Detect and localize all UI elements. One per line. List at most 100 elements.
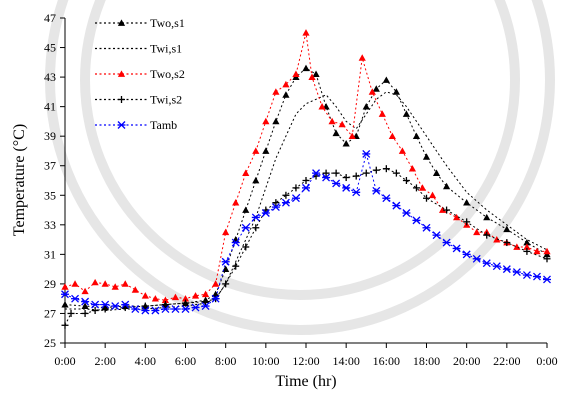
x-tick-label: 10:00	[252, 354, 279, 368]
data-point	[272, 88, 280, 95]
data-point	[111, 302, 120, 311]
data-point	[171, 293, 180, 301]
data-point	[221, 257, 230, 266]
data-point	[493, 235, 501, 243]
data-point	[261, 209, 270, 217]
data-point	[171, 305, 180, 313]
data-point	[281, 198, 290, 207]
data-point	[422, 153, 431, 160]
x-tick-label: 2:00	[94, 354, 115, 368]
data-point	[543, 255, 551, 263]
y-tick-label: 33	[44, 218, 56, 232]
data-point	[338, 120, 346, 128]
data-point	[362, 149, 371, 158]
data-point	[503, 239, 511, 247]
data-point	[302, 29, 310, 36]
data-point	[151, 306, 160, 315]
x-tick-label: 4:00	[135, 354, 156, 368]
data-point	[543, 247, 551, 255]
data-point	[503, 225, 511, 233]
data-point	[438, 206, 447, 213]
data-point	[432, 169, 441, 176]
data-point	[348, 132, 356, 140]
data-point	[378, 110, 386, 117]
data-point	[513, 243, 521, 250]
data-point	[271, 203, 280, 212]
x-ticks: 0:00 2:00 4:00 6:00 8:00 10:00 12:00 14:00 16:00…	[54, 343, 558, 368]
data-point	[222, 228, 230, 236]
data-point	[382, 165, 390, 173]
data-point	[302, 64, 310, 72]
y-tick-label: 29	[44, 277, 56, 291]
x-tick-label: 22:00	[493, 354, 520, 368]
data-point	[483, 231, 491, 239]
data-point	[332, 129, 340, 137]
data-point	[91, 300, 100, 309]
data-point	[402, 209, 411, 217]
data-point	[398, 147, 406, 154]
data-point	[121, 280, 129, 287]
data-point	[512, 268, 521, 277]
data-point	[402, 177, 410, 184]
data-point	[201, 302, 210, 311]
series-3	[61, 165, 551, 329]
legend-marker	[117, 121, 126, 129]
data-point	[412, 184, 420, 192]
data-point	[141, 292, 149, 299]
data-point	[131, 305, 140, 313]
data-point	[402, 110, 411, 117]
data-point	[422, 223, 431, 232]
data-point	[452, 244, 461, 253]
data-point	[201, 290, 210, 298]
data-point	[368, 88, 376, 95]
series-layer	[61, 29, 551, 329]
y-tick-label: 39	[44, 129, 56, 143]
data-point	[202, 298, 210, 306]
data-point	[362, 103, 370, 110]
data-point	[523, 238, 531, 246]
data-point	[161, 296, 170, 304]
plot-area: 25 27 29 31 33 35 37 39 41 43 45 47 0:00 2:00 4:00 6:0…	[44, 11, 558, 368]
data-point	[282, 191, 290, 199]
data-point	[81, 302, 89, 309]
series-line	[64, 168, 548, 326]
data-point	[312, 169, 321, 178]
data-point	[463, 199, 471, 206]
watermark-seal	[45, 0, 555, 335]
data-point	[332, 169, 340, 177]
x-axis-title: Time (hr)	[275, 373, 336, 390]
data-point	[242, 206, 250, 213]
data-point	[382, 194, 391, 203]
legend-entry: Two,s1	[95, 16, 185, 30]
data-point	[443, 206, 451, 214]
data-point	[372, 166, 380, 174]
legend-entry: Two,s2	[95, 67, 185, 81]
y-tick-label: 41	[44, 100, 56, 114]
data-point	[282, 91, 290, 98]
data-point	[151, 295, 159, 302]
legend: Two,s1 Twi,s1 Two,s2 Twi,s2 Tamb	[95, 16, 185, 132]
data-point	[352, 172, 360, 180]
data-point	[328, 117, 336, 125]
legend-label: Tamb	[150, 118, 177, 132]
data-point	[212, 280, 220, 287]
y-tick-label: 25	[44, 336, 56, 350]
data-point	[81, 287, 89, 295]
legend-entry: Tamb	[95, 118, 177, 132]
data-point	[462, 250, 471, 259]
data-point	[302, 183, 310, 192]
data-point	[442, 182, 451, 190]
data-point	[492, 262, 501, 271]
data-point	[543, 275, 551, 284]
y-axis-title: Temperature (°C)	[11, 124, 28, 236]
data-point	[61, 283, 69, 290]
data-point	[101, 280, 109, 287]
series-0	[61, 64, 551, 311]
data-point	[242, 169, 250, 176]
data-point	[342, 174, 350, 182]
legend-label: Twi,s2	[150, 93, 182, 107]
legend-label: Twi,s1	[150, 42, 182, 56]
legend-marker	[117, 19, 126, 26]
data-point	[412, 132, 421, 140]
